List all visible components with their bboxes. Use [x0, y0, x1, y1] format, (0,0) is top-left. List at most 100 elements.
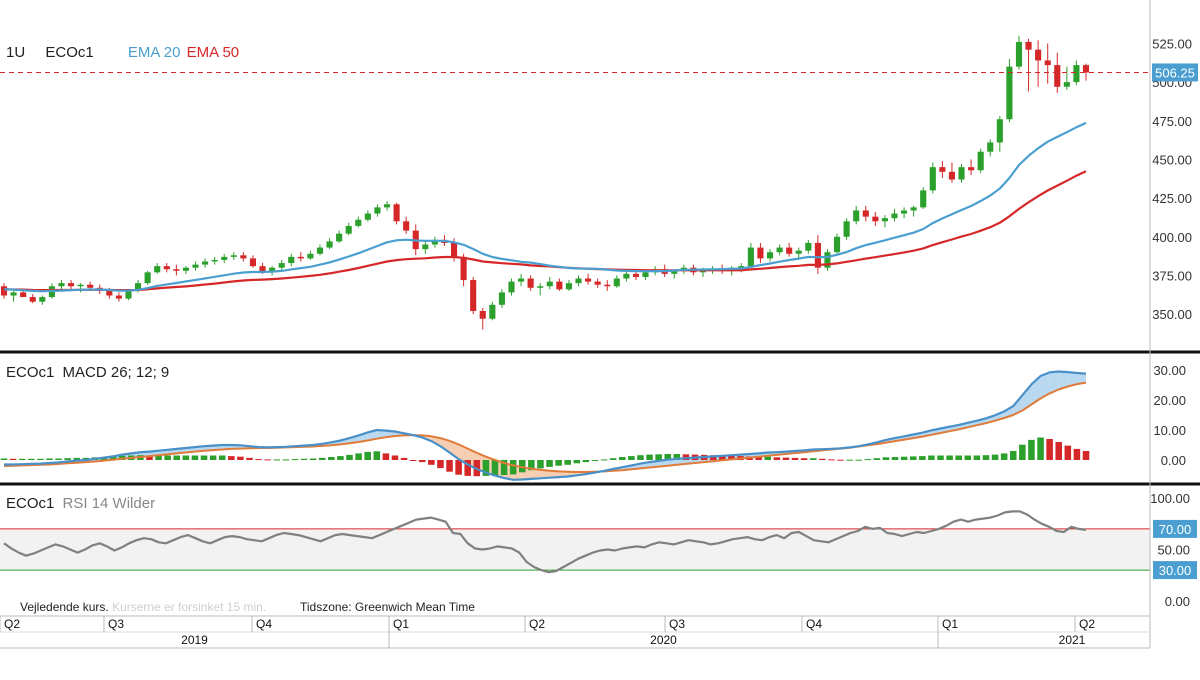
price-ytick-label: 400.00 [1152, 230, 1192, 245]
rsi-ytick-label: 0.00 [1165, 594, 1190, 609]
macd-histogram-bar [1046, 439, 1053, 460]
candle-body [891, 213, 898, 219]
macd-histogram-bar [1082, 451, 1090, 460]
rsi-band-tag [1153, 519, 1197, 538]
candle-body [278, 263, 285, 268]
macd-fill [1022, 384, 1032, 411]
year-label: 2021 [1059, 633, 1086, 647]
macd-histogram-bar [246, 457, 253, 460]
candle-body [1063, 82, 1070, 87]
macd-histogram-bar [664, 454, 672, 460]
macd-histogram-bar [9, 458, 17, 460]
macd-histogram-bar [28, 458, 35, 460]
ema20-label[interactable]: EMA 20 [127, 44, 181, 61]
year-label: 2019 [181, 633, 208, 647]
macd-histogram-bar [400, 457, 408, 460]
macd-ytick-label: 10.00 [1153, 423, 1186, 438]
price-ytick-label: 475.00 [1152, 114, 1192, 129]
macd-ytick-label: 0.00 [1161, 453, 1186, 468]
macd-histogram-bar [455, 460, 462, 475]
candle-body [853, 210, 860, 222]
macd-histogram-bar [864, 459, 872, 461]
candle-body [29, 297, 36, 302]
macd-histogram-bar [655, 454, 662, 460]
quarter-label: Q1 [393, 617, 409, 631]
candle-body [996, 119, 1003, 143]
candle-body [671, 270, 678, 274]
macd-histogram-bar [709, 455, 717, 460]
candle-body [393, 204, 400, 222]
candle-body [766, 252, 774, 259]
macd-histogram-bar [573, 460, 581, 464]
year-label: 2020 [650, 633, 677, 647]
price-ytick-label: 450.00 [1152, 152, 1192, 167]
candle-body [929, 167, 936, 191]
macd-histogram-bar [309, 458, 317, 460]
macd-histogram-bar [64, 458, 71, 460]
rsi-symbol[interactable]: ECOc1 [6, 495, 55, 512]
macd-histogram-bar [1028, 439, 1035, 460]
rsi-label[interactable]: RSI 14 Wilder [62, 495, 156, 512]
macd-histogram-bar [964, 455, 972, 460]
macd-histogram-bar [273, 459, 281, 461]
candle-body [202, 261, 209, 265]
macd-histogram-bar [728, 455, 735, 460]
macd-fill [540, 469, 550, 479]
macd-histogram-bar [237, 456, 244, 460]
macd-histogram-bar [337, 456, 344, 460]
macd-histogram-bar [791, 457, 799, 460]
macd-ytick-label: 30.00 [1153, 363, 1186, 378]
candle-body [479, 310, 486, 319]
x-axis: Q2 Q3 Q4 Q1 Q2 Q3 Q4 Q1 Q2 2019 2020 2021 [0, 0, 1200, 649]
interval-label[interactable]: 1U [6, 44, 26, 61]
macd-histogram-bar [0, 458, 8, 460]
macd-histogram-bar [300, 458, 308, 460]
macd-histogram-bar [18, 458, 26, 460]
candle-body [585, 278, 592, 282]
candle-body [364, 213, 371, 220]
candle-body [182, 267, 189, 271]
macd-header: ECOc1 MACD 26; 12; 9 [6, 364, 169, 381]
macd-fill [1076, 373, 1086, 385]
candle-body [355, 219, 362, 226]
symbol-label[interactable]: ECOc1 [45, 44, 94, 61]
macd-fill [1040, 372, 1050, 399]
macd-histogram-bar [73, 457, 81, 460]
rsi-line [3, 510, 1087, 574]
candle-body [67, 283, 75, 287]
candle-body [403, 221, 410, 231]
candle-body [747, 247, 754, 267]
macd-histogram-bar [1073, 448, 1081, 460]
quarter-label: Q2 [529, 617, 545, 631]
quarter-label: Q4 [806, 617, 822, 631]
macd-histogram-bar [809, 458, 817, 460]
macd-fill [349, 435, 359, 444]
candle-body [833, 236, 841, 253]
macd-histogram-bar [155, 455, 162, 460]
macd-histogram-bar [328, 457, 335, 460]
macd-histogram-bar [200, 455, 208, 460]
macd-histogram-bar [982, 455, 990, 460]
macd-histogram-bar [919, 456, 926, 460]
macd-label[interactable]: MACD 26; 12; 9 [62, 364, 170, 381]
macd-histogram-bar [491, 460, 499, 476]
macd-histogram-bar [418, 460, 426, 463]
macd-fill [449, 440, 459, 460]
candle-body [125, 290, 132, 299]
macd-fill [549, 470, 559, 478]
macd-symbol[interactable]: ECOc1 [6, 364, 55, 381]
macd-histogram-bar [946, 455, 953, 460]
macd-histogram-bar [773, 457, 781, 460]
candle-body [632, 273, 640, 277]
candle-body [115, 295, 122, 299]
macd-histogram-bar [37, 458, 44, 460]
quarter-label: Q4 [256, 617, 272, 631]
macd-histogram-bar [109, 456, 117, 460]
candle-body [1082, 65, 1090, 73]
delayed-note-faded: Kurserne er forsinket 15 min. [112, 600, 267, 614]
candle-body [173, 269, 180, 271]
candle-body [154, 266, 161, 273]
macd-histogram-bar [346, 454, 353, 460]
ema50-label[interactable]: EMA 50 [186, 44, 240, 61]
macd-histogram-bar [673, 454, 681, 460]
